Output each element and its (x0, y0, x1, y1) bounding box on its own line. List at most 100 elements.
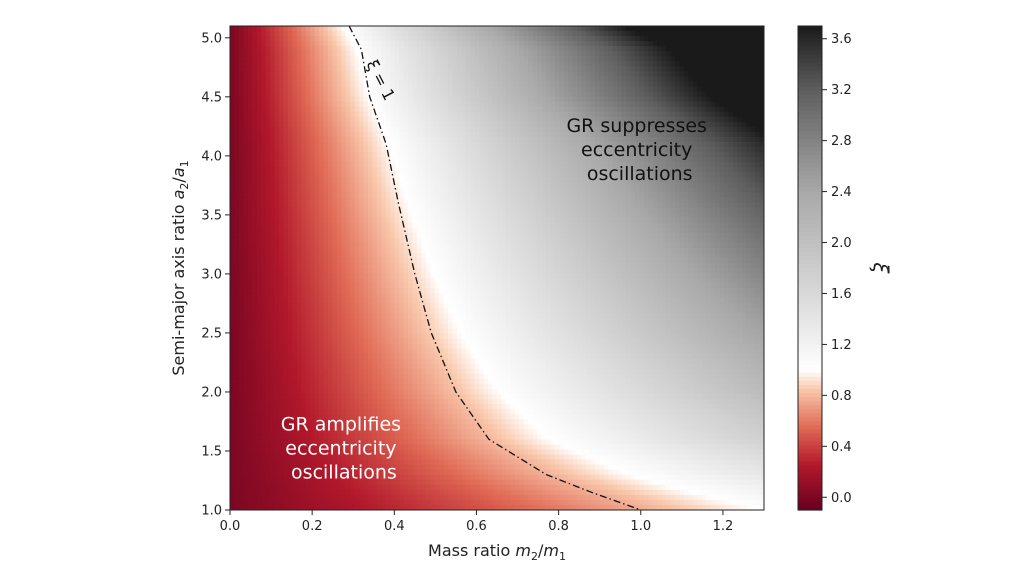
heatmap-cell (728, 227, 734, 234)
heatmap-cell (416, 41, 422, 47)
heatmap-cell (448, 51, 454, 57)
heatmap-cell (385, 207, 391, 214)
heatmap-cell (746, 26, 752, 32)
heatmap-cell (612, 207, 618, 214)
heatmap-cell (492, 106, 498, 113)
heatmap-cell (657, 172, 663, 178)
heatmap-cell (577, 227, 583, 234)
heatmap-cell (381, 182, 387, 188)
heatmap-cell (421, 126, 427, 133)
heatmap-cell (545, 152, 551, 158)
heatmap-cell (488, 207, 494, 214)
heatmap-cell (643, 96, 649, 103)
heatmap-cell (367, 172, 373, 178)
heatmap-cell (319, 61, 325, 67)
heatmap-cell (230, 46, 236, 52)
heatmap-cell (274, 131, 280, 138)
heatmap-cell (421, 36, 427, 42)
heatmap-cell (514, 141, 520, 148)
heatmap-cell (501, 212, 507, 219)
heatmap-cell (586, 66, 592, 72)
heatmap-cell (430, 31, 436, 37)
heatmap-cell (296, 51, 302, 57)
heatmap-cell (505, 212, 511, 219)
heatmap-cell (617, 162, 623, 168)
heatmap-cell (737, 56, 743, 62)
heatmap-cell (488, 126, 494, 133)
heatmap-cell (319, 86, 325, 93)
heatmap-cell (270, 147, 276, 153)
heatmap-cell (470, 76, 476, 83)
heatmap-cell (492, 172, 498, 178)
heatmap-cell (732, 217, 738, 224)
heatmap-cell (559, 202, 565, 209)
heatmap-cell (354, 26, 360, 32)
heatmap-cell (430, 51, 436, 57)
heatmap-cell (728, 167, 734, 173)
heatmap-cell (581, 26, 587, 32)
heatmap-cell (474, 227, 480, 234)
heatmap-cell (434, 86, 440, 93)
heatmap-cell (327, 131, 333, 138)
heatmap-cell (301, 41, 307, 47)
heatmap-cell (701, 61, 707, 67)
heatmap-cell (697, 141, 703, 148)
heatmap-cell (528, 31, 534, 37)
heatmap-cell (394, 177, 400, 183)
heatmap-cell (537, 46, 543, 52)
heatmap-cell (230, 91, 236, 98)
heatmap-cell (403, 177, 409, 183)
heatmap-cell (581, 46, 587, 52)
heatmap-cell (652, 91, 658, 98)
heatmap-cell (528, 167, 534, 173)
heatmap-cell (701, 162, 707, 168)
heatmap-cell (448, 66, 454, 72)
heatmap-cell (648, 81, 654, 88)
heatmap-cell (710, 202, 716, 209)
heatmap-cell (581, 111, 587, 118)
heatmap-cell (434, 167, 440, 173)
heatmap-cell (541, 36, 547, 42)
heatmap-cell (390, 187, 396, 193)
heatmap-cell (403, 136, 409, 143)
heatmap-cell (652, 157, 658, 163)
heatmap-cell (715, 227, 721, 234)
heatmap-cell (603, 222, 609, 229)
heatmap-cell (372, 116, 378, 123)
heatmap-cell (634, 61, 640, 67)
heatmap-cell (483, 222, 489, 229)
heatmap-cell (234, 96, 240, 103)
heatmap-cell (701, 167, 707, 173)
heatmap-cell (514, 56, 520, 62)
heatmap-cell (247, 56, 253, 62)
heatmap-cell (586, 36, 592, 42)
heatmap-cell (621, 66, 627, 72)
heatmap-cell (323, 227, 329, 234)
heatmap-cell (581, 41, 587, 47)
heatmap-cell (563, 207, 569, 214)
heatmap-cell (657, 106, 663, 113)
heatmap-cell (399, 46, 405, 52)
heatmap-cell (350, 141, 356, 148)
heatmap-cell (261, 66, 267, 72)
heatmap-cell (461, 111, 467, 118)
heatmap-cell (412, 91, 418, 98)
heatmap-cell (332, 36, 338, 42)
heatmap-cell (243, 152, 249, 158)
heatmap-cell (283, 31, 289, 37)
heatmap-cell (732, 81, 738, 88)
heatmap-cell (265, 76, 271, 83)
heatmap-cell (608, 31, 614, 37)
heatmap-cell (452, 126, 458, 133)
heatmap-cell (683, 106, 689, 113)
heatmap-cell (434, 227, 440, 234)
heatmap-cell (256, 192, 262, 199)
heatmap-cell (701, 227, 707, 234)
heatmap-cell (443, 101, 449, 108)
heatmap-cell (750, 76, 756, 83)
heatmap-cell (723, 56, 729, 62)
heatmap-cell (270, 152, 276, 158)
heatmap-cell (519, 101, 525, 108)
heatmap-cell (408, 116, 414, 123)
heatmap-cell (683, 126, 689, 133)
